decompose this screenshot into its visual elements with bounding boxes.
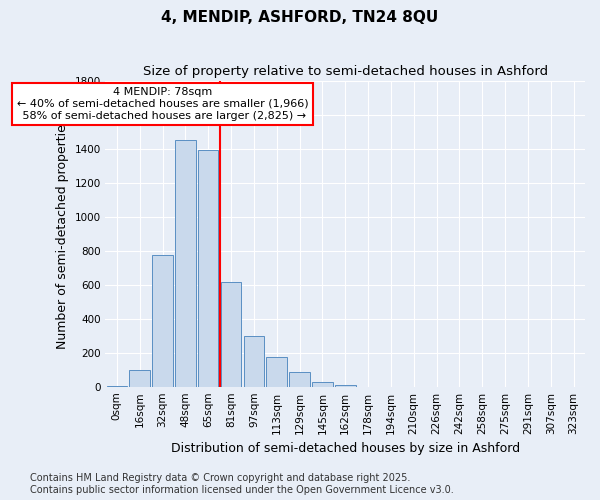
Bar bbox=[198, 150, 218, 386]
Title: Size of property relative to semi-detached houses in Ashford: Size of property relative to semi-detach… bbox=[143, 65, 548, 78]
Bar bbox=[244, 336, 264, 386]
Bar bbox=[312, 382, 332, 386]
Text: 4 MENDIP: 78sqm
← 40% of semi-detached houses are smaller (1,966)
 58% of semi-d: 4 MENDIP: 78sqm ← 40% of semi-detached h… bbox=[17, 88, 308, 120]
Text: 4, MENDIP, ASHFORD, TN24 8QU: 4, MENDIP, ASHFORD, TN24 8QU bbox=[161, 10, 439, 25]
Bar bbox=[266, 357, 287, 386]
Y-axis label: Number of semi-detached properties: Number of semi-detached properties bbox=[56, 118, 69, 350]
Text: Contains HM Land Registry data © Crown copyright and database right 2025.
Contai: Contains HM Land Registry data © Crown c… bbox=[30, 474, 454, 495]
Bar bbox=[175, 140, 196, 386]
Bar bbox=[289, 372, 310, 386]
Bar bbox=[335, 385, 356, 386]
X-axis label: Distribution of semi-detached houses by size in Ashford: Distribution of semi-detached houses by … bbox=[170, 442, 520, 455]
Bar bbox=[130, 370, 150, 386]
Bar bbox=[152, 255, 173, 386]
Bar bbox=[221, 282, 241, 387]
